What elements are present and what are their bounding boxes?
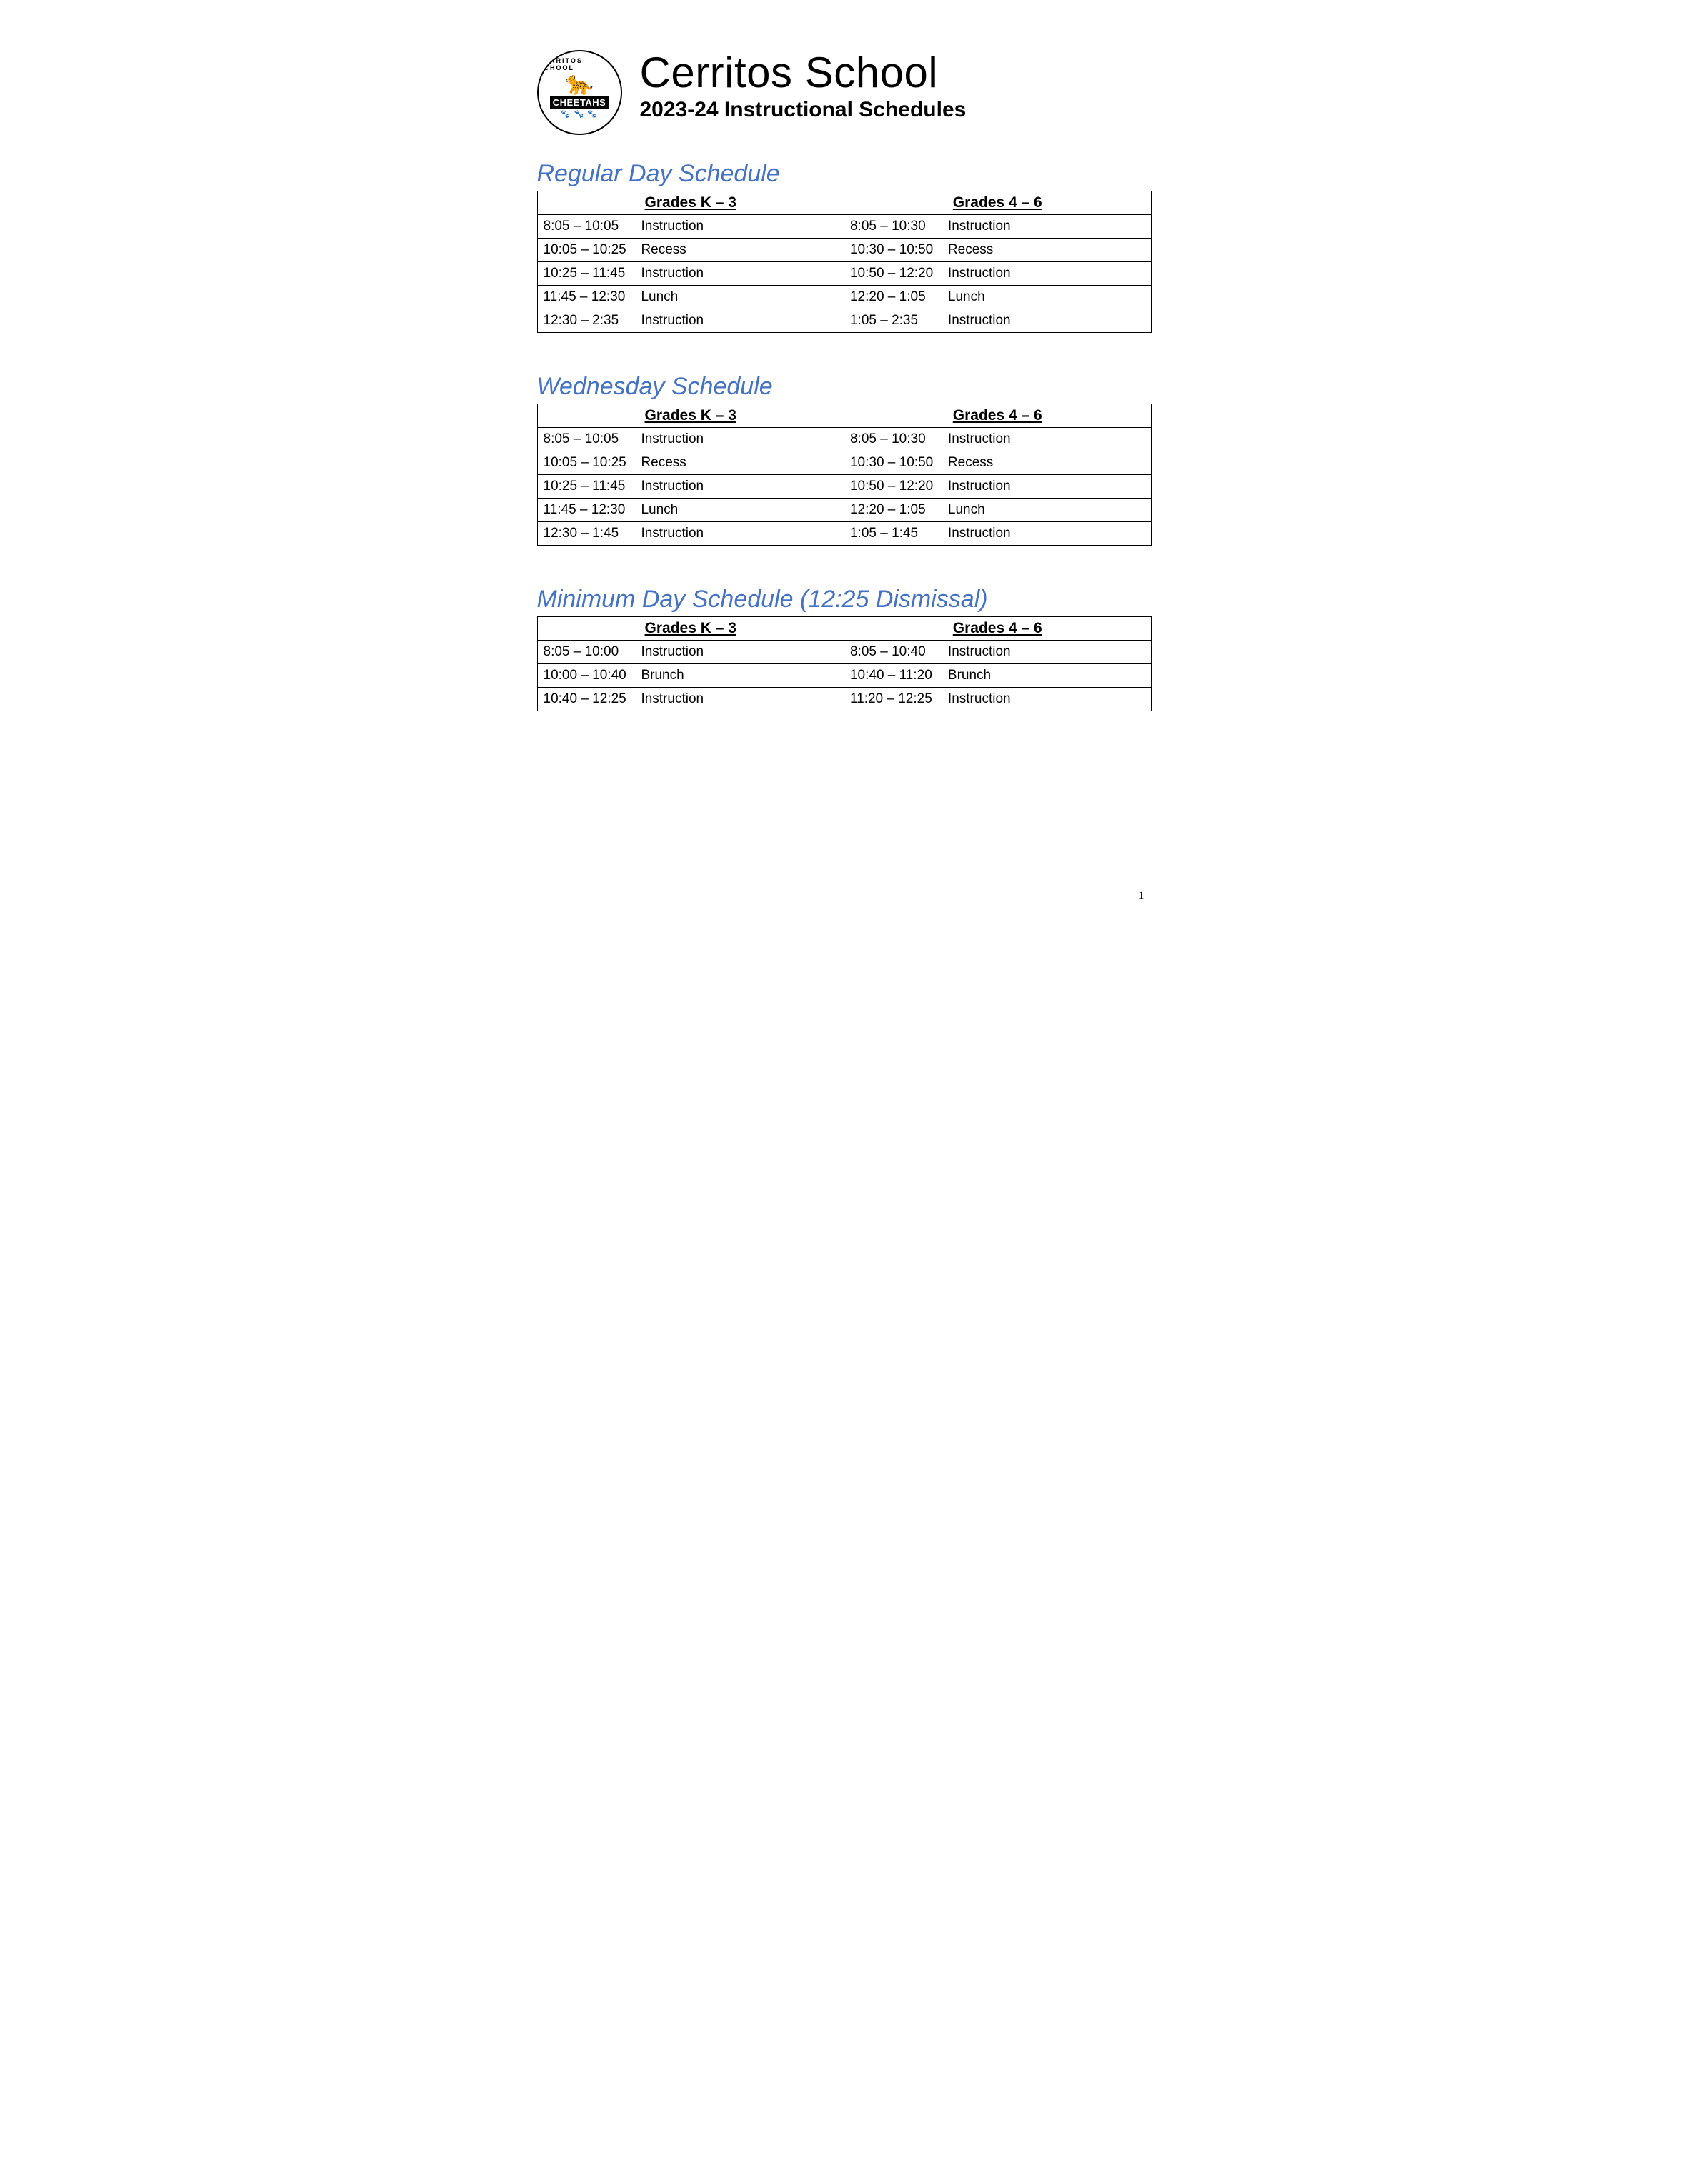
time-cell: 11:20 – 12:25 (844, 688, 942, 711)
activity-cell: Lunch (942, 286, 1151, 309)
column-header: Grades K – 3 (537, 191, 844, 215)
activity-cell: Brunch (635, 664, 844, 688)
activity-cell: Recess (635, 239, 844, 262)
table-row: 10:40 – 12:25Instruction11:20 – 12:25Ins… (537, 688, 1151, 711)
activity-cell: Lunch (635, 286, 844, 309)
table-row: 10:05 – 10:25Recess10:30 – 10:50Recess (537, 239, 1151, 262)
time-cell: 11:45 – 12:30 (537, 499, 635, 522)
activity-cell: Recess (942, 451, 1151, 475)
activity-cell: Instruction (942, 215, 1151, 239)
activity-cell: Instruction (942, 428, 1151, 451)
time-cell: 10:50 – 12:20 (844, 475, 942, 499)
table-row: 8:05 – 10:05Instruction8:05 – 10:30Instr… (537, 215, 1151, 239)
section-heading: Minimum Day Schedule (12:25 Dismissal) (537, 586, 1152, 613)
time-cell: 8:05 – 10:40 (844, 641, 942, 664)
time-cell: 8:05 – 10:05 (537, 215, 635, 239)
page-subtitle: 2023-24 Instructional Schedules (640, 98, 1152, 122)
activity-cell: Recess (635, 451, 844, 475)
table-row: 10:05 – 10:25Recess10:30 – 10:50Recess (537, 451, 1151, 475)
column-header: Grades 4 – 6 (844, 617, 1151, 641)
activity-cell: Lunch (635, 499, 844, 522)
header: CERRITOS SCHOOL 🐆 CHEETAHS 🐾 🐾 🐾 Cerrito… (537, 50, 1152, 135)
time-cell: 1:05 – 1:45 (844, 522, 942, 546)
column-header: Grades K – 3 (537, 617, 844, 641)
logo-arc-text: CERRITOS SCHOOL (539, 57, 621, 71)
page: CERRITOS SCHOOL 🐆 CHEETAHS 🐾 🐾 🐾 Cerrito… (487, 0, 1202, 924)
schedule-table: Grades K – 3Grades 4 – 68:05 – 10:05Inst… (537, 191, 1152, 333)
cheetah-icon: 🐆 (565, 69, 594, 96)
time-cell: 12:20 – 1:05 (844, 499, 942, 522)
time-cell: 8:05 – 10:05 (537, 428, 635, 451)
table-row: 11:45 – 12:30Lunch12:20 – 1:05Lunch (537, 286, 1151, 309)
table-row: 10:25 – 11:45Instruction10:50 – 12:20Ins… (537, 262, 1151, 286)
time-cell: 10:25 – 11:45 (537, 475, 635, 499)
activity-cell: Instruction (635, 688, 844, 711)
paw-icons: 🐾 🐾 🐾 (561, 109, 598, 119)
activity-cell: Instruction (635, 475, 844, 499)
activity-cell: Instruction (942, 688, 1151, 711)
time-cell: 10:40 – 11:20 (844, 664, 942, 688)
activity-cell: Recess (942, 239, 1151, 262)
table-row: 10:00 – 10:40Brunch10:40 – 11:20Brunch (537, 664, 1151, 688)
time-cell: 10:05 – 10:25 (537, 451, 635, 475)
time-cell: 12:30 – 1:45 (537, 522, 635, 546)
time-cell: 8:05 – 10:30 (844, 428, 942, 451)
time-cell: 8:05 – 10:00 (537, 641, 635, 664)
table-row: 11:45 – 12:30Lunch12:20 – 1:05Lunch (537, 499, 1151, 522)
time-cell: 12:30 – 2:35 (537, 309, 635, 333)
schedule-sections: Regular Day ScheduleGrades K – 3Grades 4… (537, 160, 1152, 731)
page-title: Cerritos School (640, 50, 1152, 95)
activity-cell: Brunch (942, 664, 1151, 688)
activity-cell: Instruction (635, 215, 844, 239)
time-cell: 10:40 – 12:25 (537, 688, 635, 711)
activity-cell: Lunch (942, 499, 1151, 522)
column-header: Grades 4 – 6 (844, 404, 1151, 428)
page-number: 1 (1139, 890, 1144, 903)
logo-banner-text: CHEETAHS (550, 96, 609, 109)
time-cell: 11:45 – 12:30 (537, 286, 635, 309)
activity-cell: Instruction (942, 262, 1151, 286)
table-row: 8:05 – 10:00Instruction8:05 – 10:40Instr… (537, 641, 1151, 664)
time-cell: 10:50 – 12:20 (844, 262, 942, 286)
section-heading: Wednesday Schedule (537, 373, 1152, 401)
time-cell: 10:30 – 10:50 (844, 239, 942, 262)
time-cell: 1:05 – 2:35 (844, 309, 942, 333)
school-logo: CERRITOS SCHOOL 🐆 CHEETAHS 🐾 🐾 🐾 (537, 50, 622, 135)
time-cell: 12:20 – 1:05 (844, 286, 942, 309)
column-header: Grades 4 – 6 (844, 191, 1151, 215)
activity-cell: Instruction (942, 475, 1151, 499)
section-heading: Regular Day Schedule (537, 160, 1152, 188)
table-row: 8:05 – 10:05Instruction8:05 – 10:30Instr… (537, 428, 1151, 451)
activity-cell: Instruction (635, 309, 844, 333)
activity-cell: Instruction (635, 522, 844, 546)
activity-cell: Instruction (942, 309, 1151, 333)
table-row: 10:25 – 11:45Instruction10:50 – 12:20Ins… (537, 475, 1151, 499)
time-cell: 10:00 – 10:40 (537, 664, 635, 688)
activity-cell: Instruction (942, 641, 1151, 664)
table-row: 12:30 – 1:45Instruction1:05 – 1:45Instru… (537, 522, 1151, 546)
activity-cell: Instruction (635, 262, 844, 286)
activity-cell: Instruction (635, 641, 844, 664)
time-cell: 10:30 – 10:50 (844, 451, 942, 475)
schedule-table: Grades K – 3Grades 4 – 68:05 – 10:00Inst… (537, 616, 1152, 711)
title-block: Cerritos School 2023-24 Instructional Sc… (640, 50, 1152, 122)
column-header: Grades K – 3 (537, 404, 844, 428)
table-row: 12:30 – 2:35Instruction1:05 – 2:35Instru… (537, 309, 1151, 333)
time-cell: 10:05 – 10:25 (537, 239, 635, 262)
schedule-table: Grades K – 3Grades 4 – 68:05 – 10:05Inst… (537, 404, 1152, 546)
time-cell: 8:05 – 10:30 (844, 215, 942, 239)
activity-cell: Instruction (635, 428, 844, 451)
time-cell: 10:25 – 11:45 (537, 262, 635, 286)
activity-cell: Instruction (942, 522, 1151, 546)
